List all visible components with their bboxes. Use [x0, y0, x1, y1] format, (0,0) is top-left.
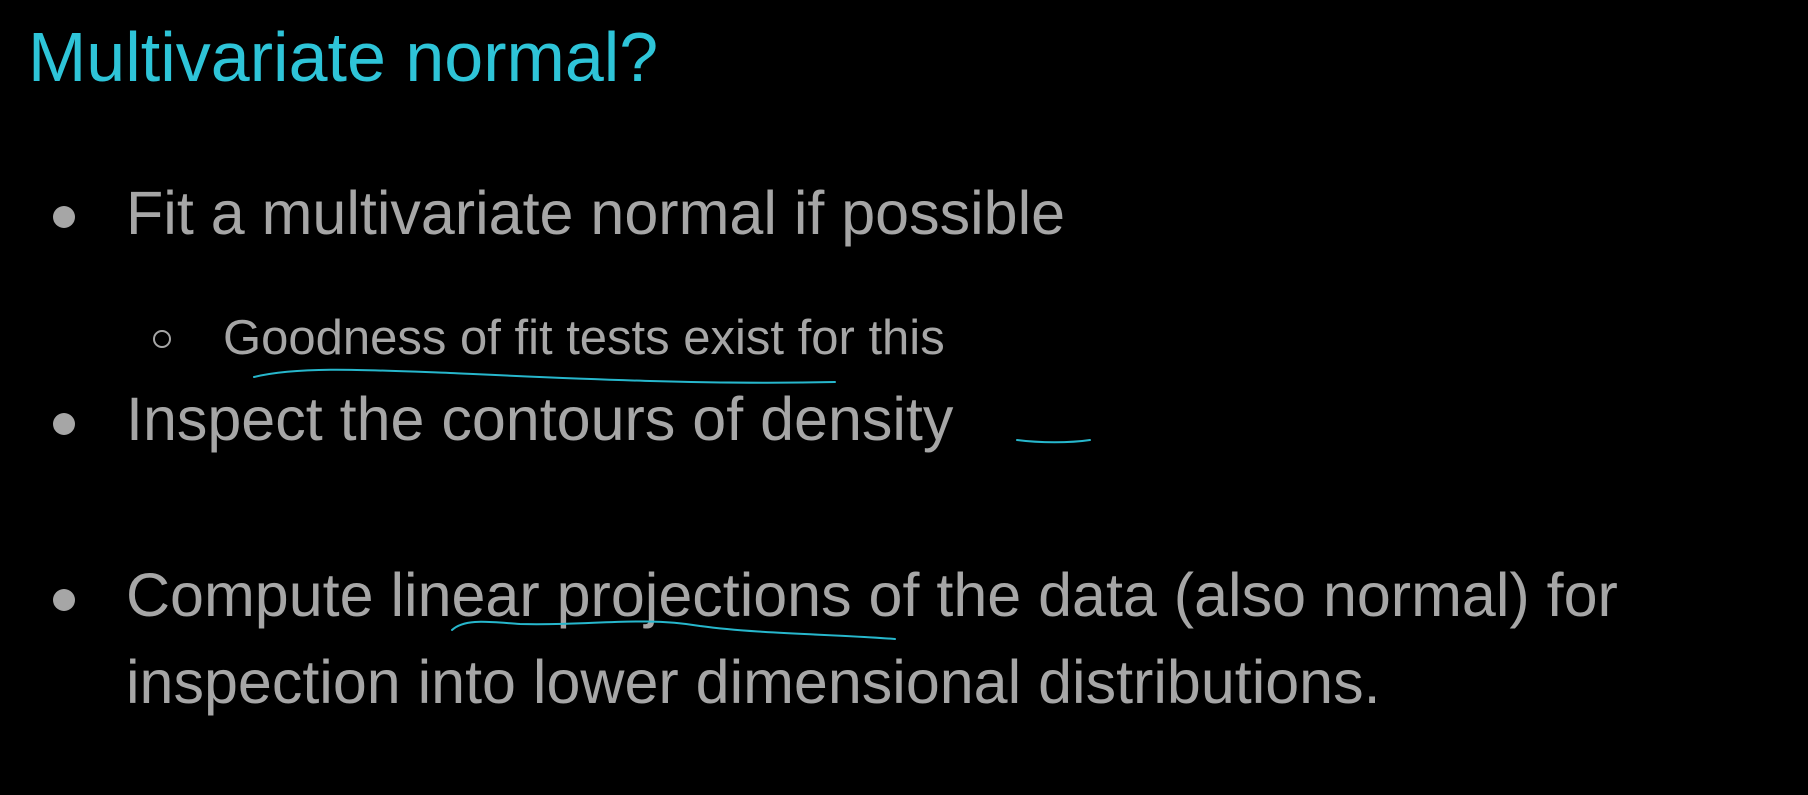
slide-title: Multivariate normal? — [28, 18, 659, 96]
bullet-linear-projections-continued: inspection into lower dimensional distri… — [126, 648, 1381, 716]
bullet-dot — [53, 206, 75, 228]
bullet-dot — [53, 589, 75, 611]
bullet-dot — [53, 413, 75, 435]
bullet-inspect-contours: Inspect the contours of density — [126, 385, 954, 453]
bullet-fit-normal: Fit a multivariate normal if possible — [126, 179, 1066, 247]
sub-bullet-ring — [153, 330, 171, 348]
sub-bullet-goodness-of-fit: Goodness of fit tests exist for this — [223, 311, 945, 365]
ink-underline-density — [1016, 439, 1091, 444]
bullet-linear-projections: Compute linear projections of the data (… — [126, 561, 1618, 629]
